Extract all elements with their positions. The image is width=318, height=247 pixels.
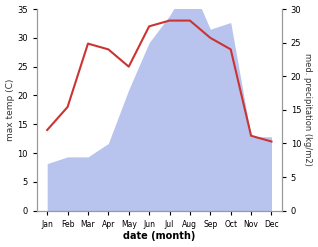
Y-axis label: med. precipitation (kg/m2): med. precipitation (kg/m2)	[303, 53, 313, 166]
X-axis label: date (month): date (month)	[123, 231, 196, 242]
Y-axis label: max temp (C): max temp (C)	[5, 79, 15, 141]
